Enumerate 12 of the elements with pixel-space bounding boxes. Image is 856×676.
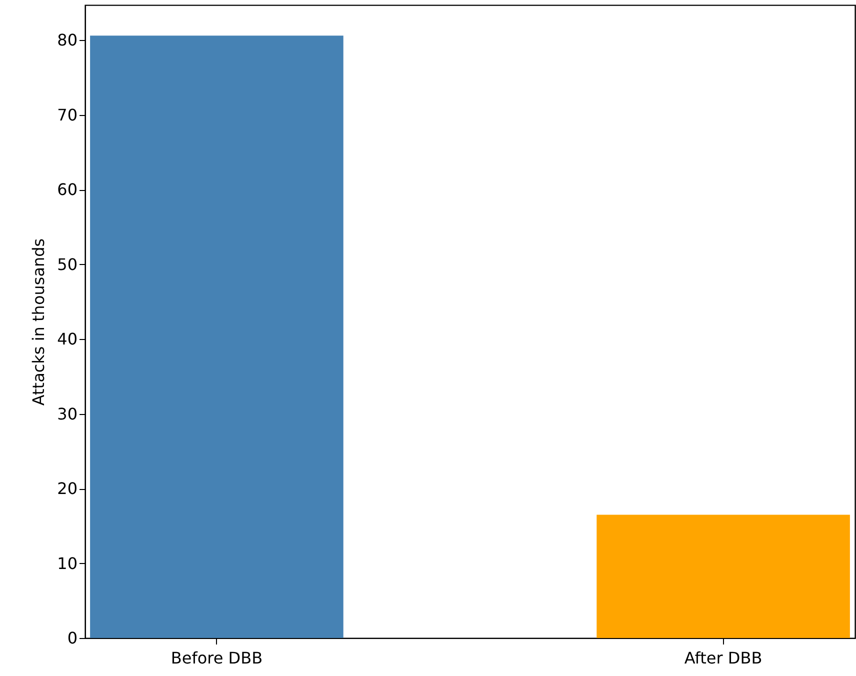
y-axis-title: Attacks in thousands — [29, 238, 48, 406]
y-tick-label: 80 — [57, 30, 78, 50]
y-tick-label: 40 — [57, 330, 78, 349]
x-tick-label: Before DBB — [170, 648, 263, 668]
y-tick-label: 50 — [57, 254, 78, 274]
y-tick-label: 20 — [57, 479, 78, 498]
y-tick-label: 0 — [67, 628, 78, 648]
y-tick-label: 70 — [57, 105, 78, 124]
x-tick-label: After DBB — [684, 648, 762, 668]
y-tick-label: 60 — [57, 180, 78, 200]
y-tick-label: 30 — [57, 404, 78, 424]
y-tick-label: 10 — [57, 554, 78, 573]
